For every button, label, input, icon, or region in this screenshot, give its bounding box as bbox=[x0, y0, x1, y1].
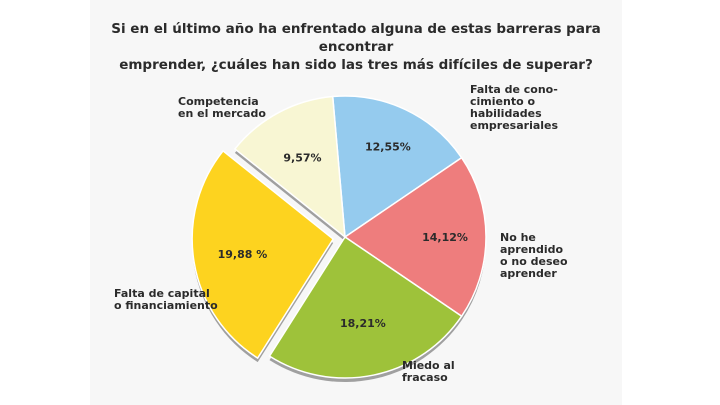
pie-slice-2 bbox=[343, 156, 487, 318]
pie-value-label: 12,55% bbox=[365, 141, 411, 154]
pie-category-label: No he aprendido o no deseo aprender bbox=[500, 231, 568, 280]
pie-value-label: 9,57% bbox=[283, 152, 321, 165]
pie-value-label: 19,88 % bbox=[218, 248, 268, 261]
pie-slice-5 bbox=[233, 95, 346, 239]
pie-value-label: 18,21% bbox=[340, 317, 386, 330]
pie-category-label: Falta de capital o financiamiento bbox=[114, 287, 218, 312]
pie-category-label: Falta de cono-cimiento o habilidades empre… bbox=[470, 83, 559, 132]
chart-title-line-2: emprender, ¿cuáles han sido las tres más… bbox=[119, 57, 593, 73]
pie-slice-3 bbox=[268, 235, 463, 379]
pie-value-label: 14,12% bbox=[422, 231, 468, 244]
pie-slice-4 bbox=[191, 149, 335, 360]
pie-slice-1 bbox=[331, 95, 463, 239]
pie-category-label: Miedo al fracaso bbox=[402, 359, 455, 384]
chart-title: Si en el último año ha enfrentado alguna… bbox=[90, 20, 622, 74]
chart-title-line-1: Si en el último año ha enfrentado alguna… bbox=[111, 21, 601, 55]
pie-category-label: Competencia en el mercado bbox=[178, 95, 266, 120]
